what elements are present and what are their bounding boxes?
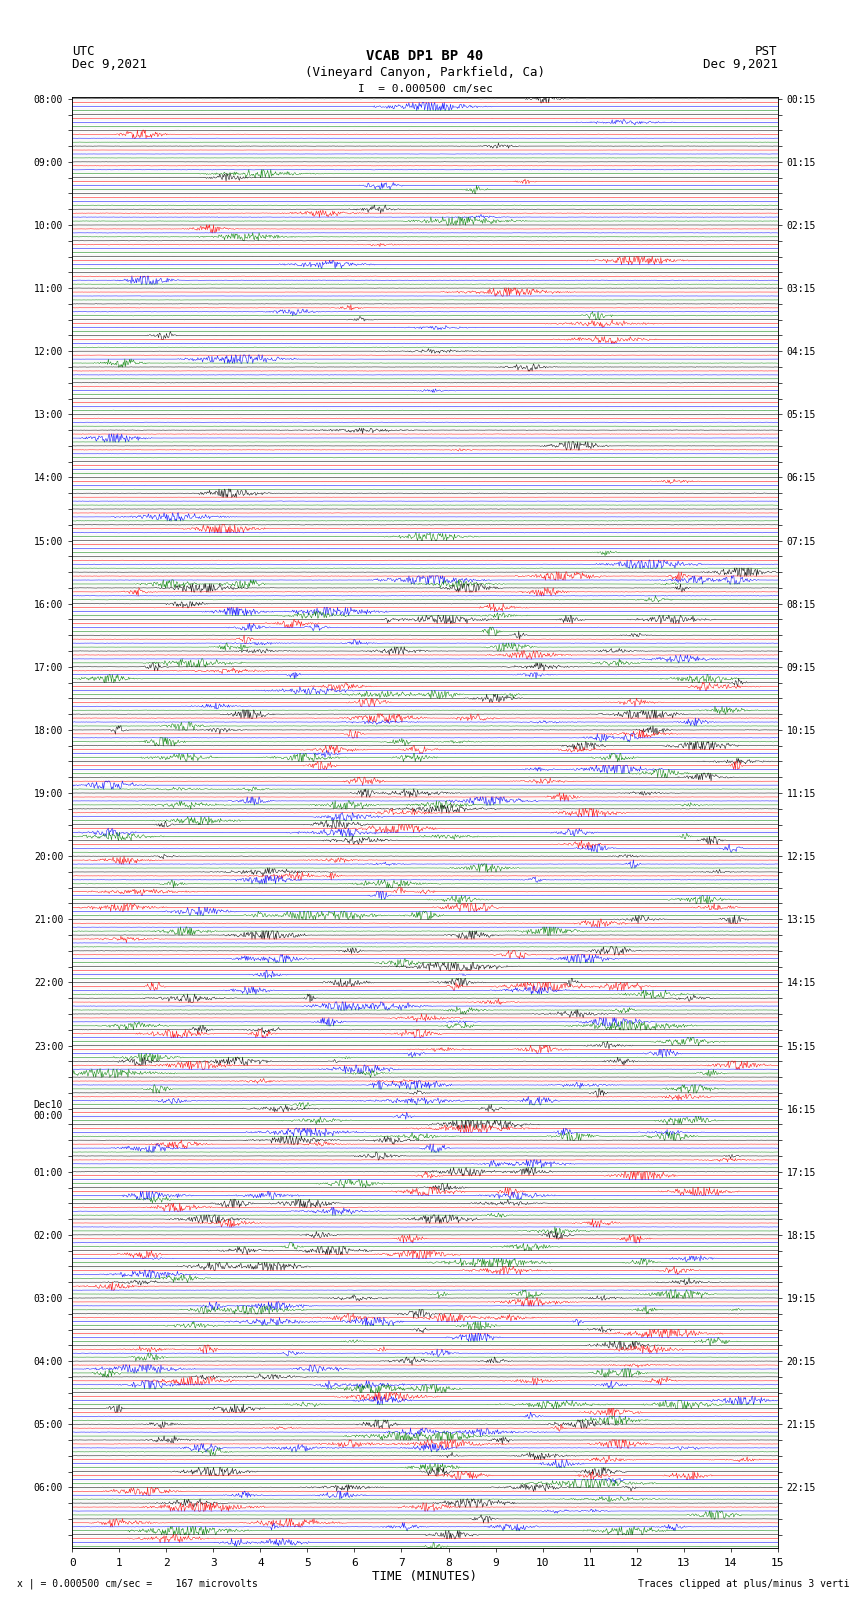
Text: PST: PST — [756, 45, 778, 58]
Text: I  = 0.000500 cm/sec: I = 0.000500 cm/sec — [358, 84, 492, 94]
Text: VCAB DP1 BP 40: VCAB DP1 BP 40 — [366, 50, 484, 63]
Text: (Vineyard Canyon, Parkfield, Ca): (Vineyard Canyon, Parkfield, Ca) — [305, 66, 545, 79]
Text: x | = 0.000500 cm/sec =    167 microvolts: x | = 0.000500 cm/sec = 167 microvolts — [17, 1579, 258, 1589]
Text: Traces clipped at plus/minus 3 vertical divisions: Traces clipped at plus/minus 3 vertical … — [638, 1579, 850, 1589]
Text: UTC: UTC — [72, 45, 94, 58]
Text: Dec 9,2021: Dec 9,2021 — [72, 58, 147, 71]
Text: Dec 9,2021: Dec 9,2021 — [703, 58, 778, 71]
X-axis label: TIME (MINUTES): TIME (MINUTES) — [372, 1571, 478, 1584]
